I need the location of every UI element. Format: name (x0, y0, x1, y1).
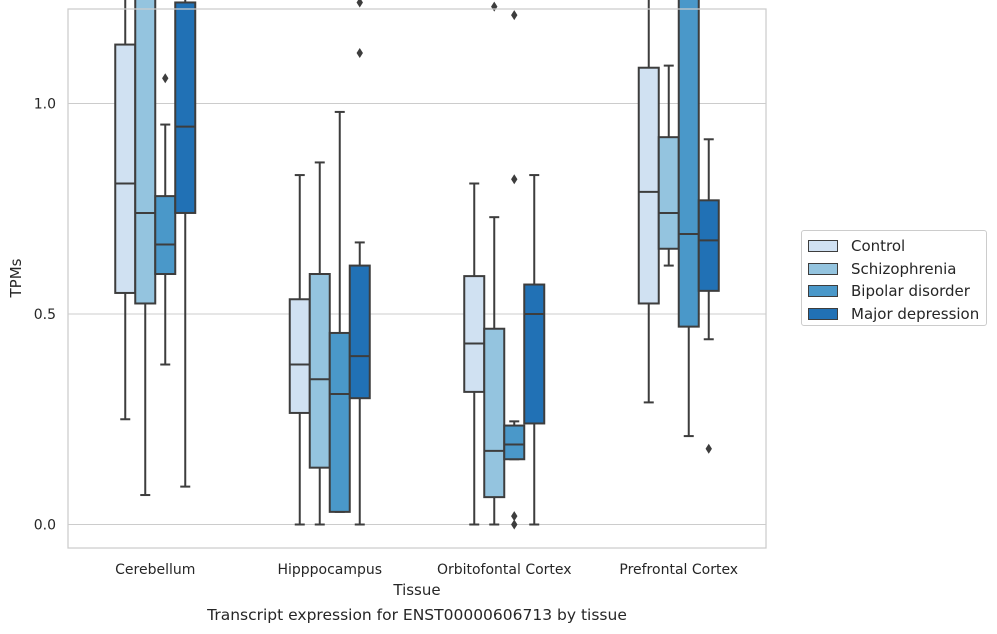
legend-label: Major depression (851, 304, 980, 323)
y-tick-label: 0.0 (34, 518, 56, 534)
outlier-point (356, 0, 363, 8)
y-axis-label: TPMs (7, 258, 25, 298)
series-bipolar-disorder (154, 0, 700, 530)
legend-label: Bipolar disorder (851, 282, 970, 301)
legend-item: Schizophrenia (808, 258, 986, 281)
y-tick-label: 0.5 (34, 307, 56, 323)
legend-swatch (808, 285, 838, 298)
figure-caption: Transcript expression for ENST0000060671… (207, 606, 627, 624)
x-axis-label: Tissue (392, 581, 440, 599)
legend: Control Schizophrenia Bipolar disorder Majo… (801, 230, 987, 326)
series-major-depression (174, 0, 720, 526)
outlier-point (511, 174, 518, 185)
box (503, 424, 526, 461)
x-tick-label: Cerebellum (115, 562, 195, 578)
outlier-point (705, 443, 712, 454)
outlier-point (511, 511, 518, 522)
y-tick-label: 1.0 (34, 97, 56, 113)
x-tick-labels: Cerebellum Hipppocampus Orbitofontal Corte… (115, 562, 738, 578)
x-tick-label: Orbitofontal Cortex (437, 562, 572, 578)
outlier-point (356, 47, 363, 58)
legend-item: Control (808, 235, 986, 258)
box (328, 331, 351, 513)
series-control (114, 0, 660, 526)
legend-label: Schizophrenia (851, 259, 957, 278)
box (134, 0, 157, 305)
outlier-point (511, 519, 518, 530)
box (308, 273, 331, 469)
plot-area-background (68, 9, 766, 548)
legend-swatch (808, 262, 838, 275)
box (697, 199, 720, 292)
box (288, 298, 311, 414)
outlier-point (511, 10, 518, 21)
box (174, 1, 197, 214)
x-tick-label: Hipppocampus (277, 562, 382, 578)
legend-swatch (808, 307, 838, 320)
box (483, 327, 506, 499)
box (657, 136, 680, 250)
box (348, 264, 371, 400)
box (114, 43, 137, 294)
y-tick-labels: 0.00.51.01.52.0 (34, 97, 56, 534)
box-series (114, 0, 720, 530)
box (637, 66, 660, 305)
box (677, 0, 700, 328)
legend-item: Bipolar disorder (808, 280, 986, 303)
box (154, 195, 177, 276)
legend-swatch (808, 240, 838, 253)
box (463, 275, 486, 393)
plot-area-border (67, 8, 767, 549)
legend-item: Major depression (808, 303, 986, 326)
legend-label: Control (851, 237, 906, 256)
box (523, 283, 546, 425)
outlier-point (162, 73, 169, 84)
x-tick-label: Prefrontal Cortex (619, 562, 738, 578)
